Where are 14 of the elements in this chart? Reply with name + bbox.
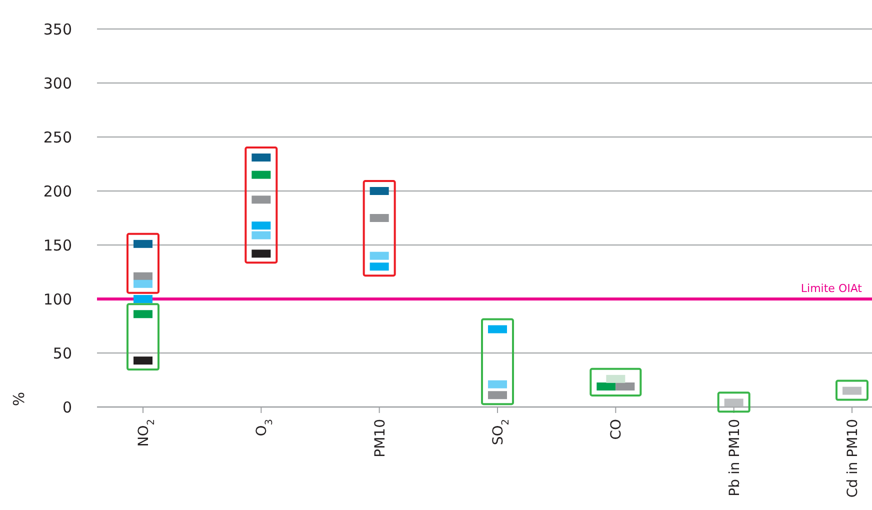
ref-line-label: Limite OIAt bbox=[800, 282, 863, 295]
x-tick-label: Pb in PM10 bbox=[726, 419, 743, 496]
y-tick-label: 300 bbox=[43, 74, 72, 92]
y-axis-title: % bbox=[10, 392, 28, 406]
y-tick-label: 200 bbox=[43, 182, 72, 200]
x-tick-label: Cd in PM10 bbox=[845, 419, 861, 498]
y-tick-label: 100 bbox=[43, 290, 72, 308]
y-tick-label: 350 bbox=[43, 20, 72, 38]
x-tick-label: CO bbox=[608, 419, 625, 440]
y-tick-label: 50 bbox=[52, 344, 72, 362]
y-tick-label: 150 bbox=[43, 236, 72, 254]
x-tick-label: PM10 bbox=[372, 419, 388, 458]
y-tick-label: 250 bbox=[43, 128, 72, 146]
y-tick-label: 0 bbox=[62, 398, 72, 416]
